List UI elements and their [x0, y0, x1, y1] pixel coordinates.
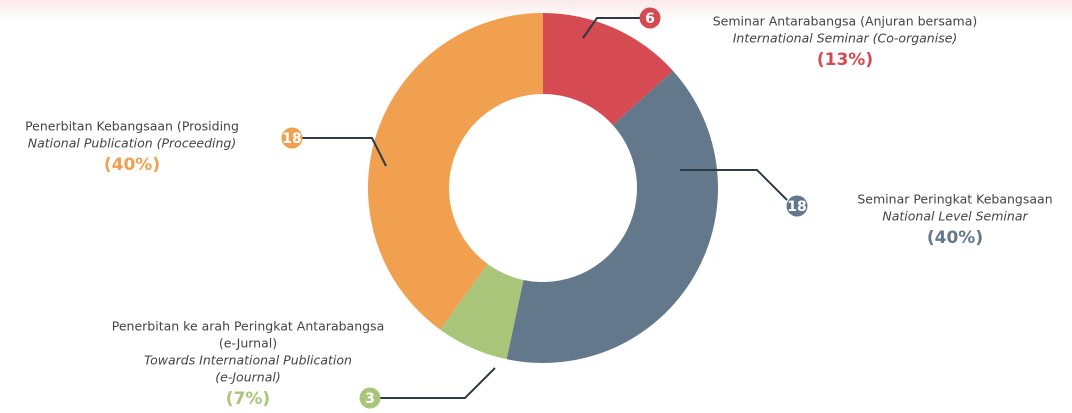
label-english: International Seminar (Co-organise)	[733, 31, 958, 46]
label-english: National Level Seminar	[882, 209, 1028, 224]
connector	[582, 17, 640, 39]
label-english: National Publication (Proceeding)	[28, 136, 236, 151]
donut-segment	[368, 13, 543, 330]
badge-value: 6	[645, 11, 655, 27]
badge-value: 18	[787, 199, 806, 215]
connector	[370, 367, 496, 399]
badge	[639, 7, 661, 29]
donut-segment	[440, 264, 524, 360]
badge	[359, 387, 381, 409]
badge-value: 3	[365, 391, 375, 407]
label-malay: (e-Jurnal)	[219, 336, 277, 351]
badge	[786, 195, 808, 217]
label-english: Towards International Publication	[144, 353, 352, 368]
percent-label: (13%)	[817, 50, 873, 70]
donut-segment	[506, 70, 718, 363]
badge	[281, 127, 303, 149]
percent-label: (40%)	[927, 228, 983, 248]
badge-value: 18	[282, 131, 301, 147]
label-malay: Penerbitan Kebangsaan (Prosiding	[25, 119, 239, 134]
label-malay: Seminar Antarabangsa (Anjuran bersama)	[713, 14, 978, 29]
label-english: (e-Journal)	[215, 370, 280, 385]
connector	[292, 137, 387, 167]
percent-label: (7%)	[226, 389, 270, 409]
label-malay: Seminar Peringkat Kebangsaan	[857, 192, 1052, 207]
label-malay: Penerbitan ke arah Peringkat Antarabangs…	[112, 319, 384, 334]
background-band	[0, 0, 1072, 22]
connector	[680, 169, 788, 201]
donut-segment	[543, 13, 674, 126]
percent-label: (40%)	[104, 155, 160, 175]
